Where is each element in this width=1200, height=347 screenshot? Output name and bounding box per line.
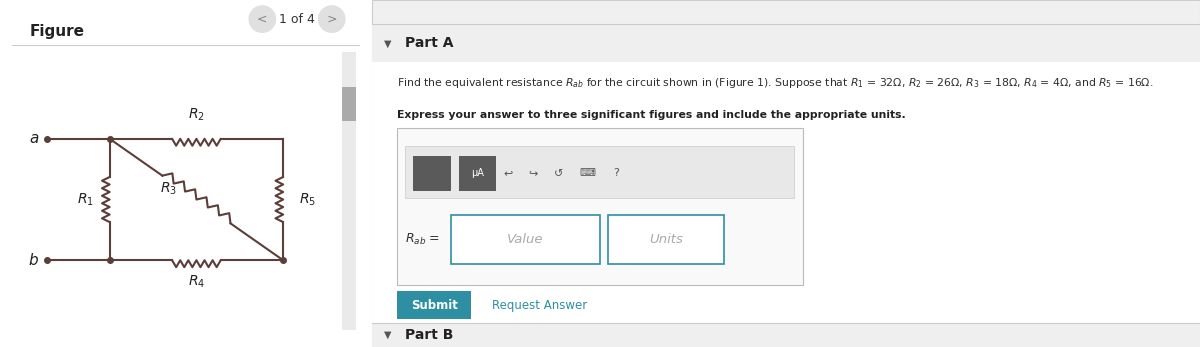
Text: Request Answer: Request Answer: [492, 299, 587, 312]
Text: ▼: ▼: [384, 39, 392, 48]
Text: >: >: [326, 12, 337, 26]
FancyBboxPatch shape: [342, 52, 356, 330]
FancyBboxPatch shape: [372, 62, 1200, 347]
Text: Value: Value: [506, 233, 544, 246]
Text: ?: ?: [613, 169, 619, 178]
Text: $R_3$: $R_3$: [161, 181, 178, 197]
Text: μA: μA: [472, 169, 484, 178]
FancyBboxPatch shape: [451, 215, 600, 264]
Text: Units: Units: [649, 233, 683, 246]
Circle shape: [318, 6, 344, 32]
FancyBboxPatch shape: [413, 156, 451, 191]
FancyBboxPatch shape: [397, 291, 472, 319]
Text: $R_{ab}$ =: $R_{ab}$ =: [406, 232, 440, 247]
Text: 1 of 4: 1 of 4: [280, 12, 314, 26]
FancyBboxPatch shape: [608, 215, 724, 264]
FancyBboxPatch shape: [372, 323, 1200, 347]
Text: Figure: Figure: [30, 24, 85, 39]
Text: Express your answer to three significant figures and include the appropriate uni: Express your answer to three significant…: [397, 110, 906, 119]
Circle shape: [250, 6, 276, 32]
Text: ↩: ↩: [504, 169, 514, 178]
Text: Submit: Submit: [410, 299, 457, 312]
Text: $R_2$: $R_2$: [188, 107, 205, 123]
Text: a: a: [29, 131, 38, 146]
FancyBboxPatch shape: [397, 128, 803, 285]
FancyBboxPatch shape: [372, 24, 1200, 62]
FancyBboxPatch shape: [372, 0, 1200, 347]
Text: ↺: ↺: [553, 169, 563, 178]
Text: b: b: [29, 253, 38, 268]
Text: $R_1$: $R_1$: [77, 191, 94, 208]
Text: Find the equivalent resistance $R_{ab}$ for the circuit shown in (Figure 1). Sup: Find the equivalent resistance $R_{ab}$ …: [397, 76, 1153, 90]
FancyBboxPatch shape: [342, 87, 356, 121]
Text: <: <: [257, 12, 268, 26]
Text: ▼: ▼: [384, 330, 392, 340]
FancyBboxPatch shape: [406, 146, 794, 198]
Text: Part B: Part B: [406, 328, 454, 342]
Text: $R_5$: $R_5$: [299, 191, 316, 208]
Text: $R_4$: $R_4$: [188, 273, 205, 290]
Text: Part A: Part A: [406, 36, 454, 50]
Text: ↪: ↪: [529, 169, 538, 178]
FancyBboxPatch shape: [458, 156, 497, 191]
Text: ⌨: ⌨: [580, 169, 595, 178]
